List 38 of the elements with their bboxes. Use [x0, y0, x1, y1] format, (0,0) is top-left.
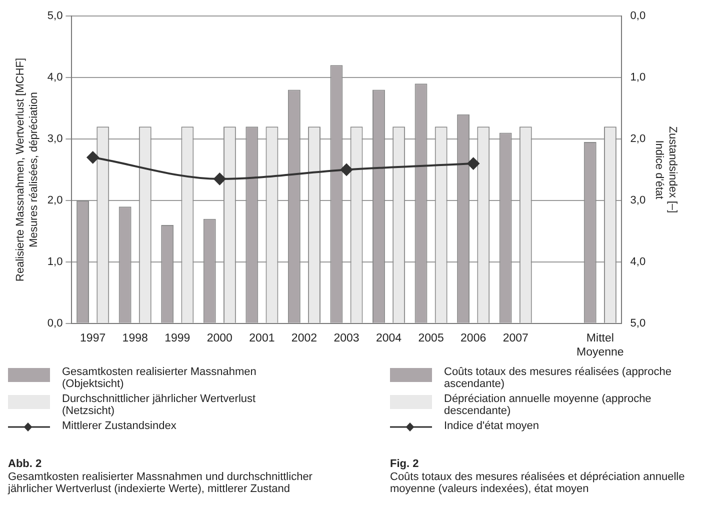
legend-label: Mittlerer Zustandsindex [62, 420, 176, 432]
x-tick-label: 1999 [164, 332, 190, 344]
caption: Abb. 2 Gesamtkosten realisierter Massnahmen und durchschnittlicher jährlicher Wertverlust (indexierte Werte), mittlerer Zustand [8, 458, 314, 496]
point [86, 151, 99, 164]
y-tick-label: 2,0 [47, 194, 63, 206]
caption: Fig. 2 Coûts totaux des mesures réalisées et dépréciation annuelle moyenne (valeurs indexées), état moyen [390, 458, 686, 496]
x-tick-label: 2003 [334, 332, 360, 344]
point [467, 158, 480, 170]
x-tick-label: 1997 [80, 332, 106, 344]
y-tick-label: 5,0 [47, 10, 63, 22]
y2-tick-label: 4,0 [630, 256, 646, 268]
y2-axis-title: Zustandsindex [–] Indice d'état [653, 126, 678, 214]
y2-tick-label: 3,0 [630, 194, 646, 206]
legend-label: Durchschnittlicher jährlicher Wertverlust (Netzsicht) [62, 393, 257, 417]
y-axis-title: Realisierte Massnahmen, Wertverlust [MCHF] Mesures réalisées, dépréciation [14, 58, 40, 282]
text: Coûts totaux des mesures réalisées (approche ascendante) [444, 366, 672, 390]
x-tick-label: 1998 [122, 332, 148, 344]
y2-tick-label: 1,0 [630, 72, 646, 84]
y2-tick-label: 0,0 [630, 10, 646, 22]
x-tick-label: 2005 [418, 332, 444, 344]
y-tick-label: 1,0 [47, 256, 63, 268]
x-tick-label: 2000 [206, 332, 232, 344]
point [214, 172, 226, 185]
x-tick-label: 2004 [376, 332, 402, 344]
x-tick-label: 2006 [460, 332, 486, 344]
x-tick-label: 2002 [291, 332, 318, 344]
y-tick-label: 0,0 [47, 317, 63, 330]
y-tick-label: 4,0 [47, 72, 63, 84]
point [340, 164, 352, 176]
text: Dépréciation annuelle moyenne (approche descendante) [444, 393, 652, 417]
x-tick-label: 2007 [502, 332, 528, 344]
legend-label: Gesamtkosten realisierter Massnahmen (Objektsicht) [62, 366, 258, 390]
x-tick-label: Mittel Moyenne [576, 332, 624, 358]
y-tick-label: 3,0 [47, 132, 63, 145]
y2-tick-label: 2,0 [630, 132, 646, 145]
y2-tick-label: 5,0 [630, 317, 646, 330]
text: Indice d'état moyen [444, 420, 540, 432]
x-tick-label: 2001 [249, 332, 275, 344]
